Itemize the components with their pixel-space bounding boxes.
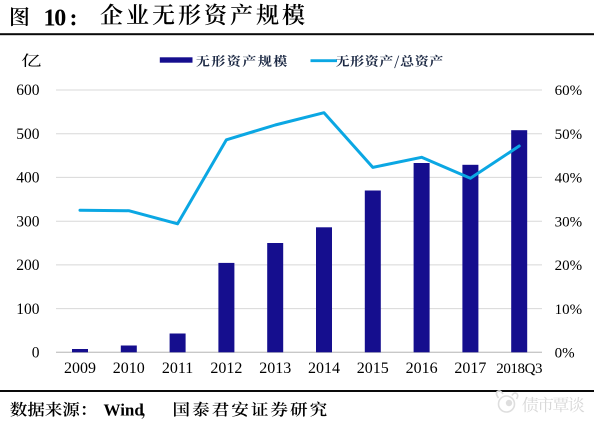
svg-text:40%: 40% — [555, 171, 583, 187]
svg-text:10%: 10% — [555, 302, 583, 318]
svg-text:200: 200 — [16, 257, 40, 274]
svg-text:2016: 2016 — [406, 360, 438, 377]
svg-text:60%: 60% — [555, 83, 583, 99]
svg-text:2017: 2017 — [454, 360, 486, 377]
svg-text:2011: 2011 — [162, 360, 193, 377]
svg-text:50%: 50% — [555, 127, 583, 143]
svg-text:2014: 2014 — [308, 360, 340, 377]
svg-text:20%: 20% — [555, 258, 583, 274]
svg-text:300: 300 — [16, 213, 40, 230]
svg-text:0%: 0% — [555, 346, 575, 362]
svg-text:2010: 2010 — [113, 360, 145, 377]
svg-text:Wind: Wind — [104, 400, 145, 419]
svg-text:2018Q3: 2018Q3 — [496, 361, 542, 377]
svg-text:10: 10 — [44, 6, 67, 32]
svg-text:600: 600 — [16, 82, 40, 99]
svg-text:30%: 30% — [555, 214, 583, 230]
svg-text:400: 400 — [16, 170, 40, 187]
svg-text:500: 500 — [16, 126, 40, 143]
svg-text:2012: 2012 — [210, 360, 242, 377]
svg-text:2015: 2015 — [357, 360, 389, 377]
svg-text::: : — [70, 6, 78, 32]
svg-text:0: 0 — [32, 345, 40, 362]
svg-text:100: 100 — [16, 301, 40, 318]
svg-text:2013: 2013 — [259, 360, 291, 377]
svg-text:2009: 2009 — [64, 360, 96, 377]
